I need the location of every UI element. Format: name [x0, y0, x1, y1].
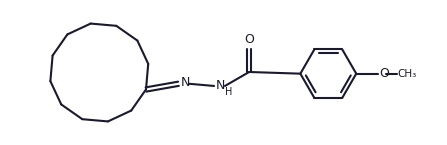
Text: CH₃: CH₃ [398, 69, 417, 79]
Text: N: N [181, 76, 190, 89]
Text: O: O [380, 67, 389, 80]
Text: H: H [224, 87, 232, 97]
Text: N: N [216, 79, 225, 92]
Text: O: O [244, 33, 254, 46]
